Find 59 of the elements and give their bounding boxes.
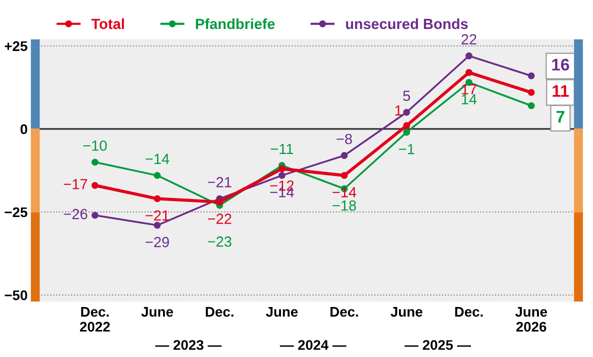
data-label: −8 — [336, 134, 352, 144]
x-tick-label: Dec. — [206, 307, 234, 317]
y-tick-label: 0 — [20, 124, 28, 134]
x-tick-label: June — [266, 307, 298, 317]
point — [465, 69, 472, 76]
x-tick-label: June — [141, 307, 174, 317]
point — [528, 102, 535, 110]
legend-label: Pfandbriefe — [196, 18, 275, 30]
x-tick-label: Dec. — [330, 307, 358, 317]
point — [216, 198, 224, 206]
data-label: −22 — [208, 214, 232, 224]
data-label: −18 — [332, 200, 356, 211]
point — [403, 128, 410, 136]
data-label: 16 — [552, 58, 570, 71]
data-label: −21 — [208, 177, 232, 188]
data-label: 7 — [556, 111, 564, 123]
data-label: −1 — [399, 144, 414, 154]
data-label: 5 — [403, 90, 410, 101]
data-label: −11 — [270, 144, 294, 154]
point — [154, 222, 161, 229]
text: — 2023 — — [155, 340, 222, 350]
x-tick-label: June — [390, 307, 422, 317]
legend-label: unsecured Bonds — [346, 18, 468, 30]
point — [278, 172, 286, 179]
point — [528, 88, 535, 96]
point — [340, 152, 348, 159]
data-label: 14 — [462, 94, 477, 104]
data-label: −14 — [332, 187, 356, 198]
data-label: −21 — [146, 210, 169, 221]
point — [403, 122, 410, 130]
text: — 2024 — — [280, 340, 346, 350]
x-tick-label: Dec. 2022 — [80, 307, 110, 332]
point — [91, 212, 98, 219]
data-label: 22 — [462, 34, 476, 44]
point — [340, 172, 348, 179]
data-label: −14 — [146, 154, 170, 164]
data-label: −26 — [64, 208, 88, 220]
data-label: −10 — [83, 140, 107, 151]
point — [154, 172, 161, 179]
point — [278, 165, 286, 172]
data-label: 11 — [552, 85, 569, 97]
point — [154, 195, 161, 202]
point — [465, 52, 472, 60]
y-tick-label: +25 — [4, 41, 28, 52]
point — [91, 182, 98, 189]
y-tick-label: −25 — [4, 207, 28, 218]
data-label: −23 — [208, 236, 232, 247]
data-label: 1 — [395, 105, 402, 116]
text: — 2025 — — [404, 340, 471, 350]
y-tick-label: −50 — [4, 290, 28, 300]
data-label: 17 — [462, 84, 476, 94]
legend-label: Total — [91, 18, 124, 30]
data-label: −29 — [146, 236, 169, 248]
point — [91, 158, 98, 166]
point — [403, 108, 410, 116]
data-label: −17 — [64, 179, 88, 190]
x-tick-label: June 2026 — [515, 307, 548, 332]
x-tick-label: Dec. — [455, 307, 483, 317]
point — [528, 72, 535, 80]
